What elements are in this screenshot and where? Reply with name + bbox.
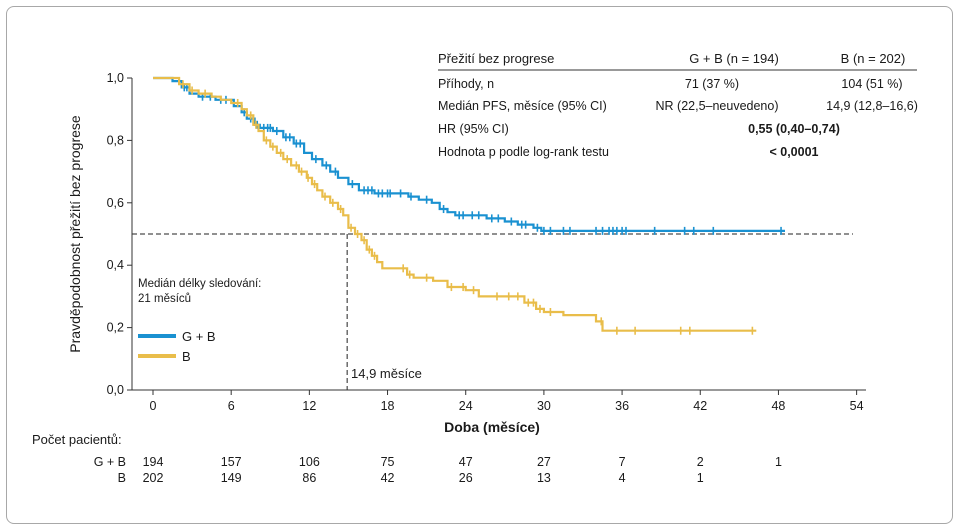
at-risk-value: 47 xyxy=(459,455,473,469)
at-risk-value: 75 xyxy=(381,455,395,469)
axes xyxy=(131,78,866,391)
at-risk-value: 194 xyxy=(143,455,164,469)
at-risk-value: 202 xyxy=(143,471,164,485)
stats-row-merged-value: 0,55 (0,40–0,74) xyxy=(748,122,840,136)
annotation-line-2: 21 měsíců xyxy=(138,293,191,305)
at-risk-value: 1 xyxy=(697,471,704,485)
stats-row-label: Hodnota p podle log-rank testu xyxy=(438,145,609,159)
at-risk-title: Počet pacientů: xyxy=(32,432,122,447)
curve-gb xyxy=(153,76,785,232)
stats-row-gb-value: 71 (37 %) xyxy=(685,77,739,91)
stats-row-label: Příhody, n xyxy=(438,77,494,91)
stats-row-label: Medián PFS, měsíce (95% CI) xyxy=(438,99,607,113)
stats-header-b: B (n = 202) xyxy=(841,51,906,66)
legend-label-gb: G + B xyxy=(182,329,216,344)
x-axis-label: Doba (měsíce) xyxy=(444,419,540,435)
y-tick-label: 0,0 xyxy=(107,383,124,397)
stats-row-b-value: 104 (51 %) xyxy=(841,77,902,91)
stats-row-label: HR (95% CI) xyxy=(438,122,509,136)
curve-b xyxy=(153,76,757,332)
at-risk-value: 1 xyxy=(775,455,782,469)
at-risk-value: 42 xyxy=(381,471,395,485)
y-axis-label: Pravděpodobnost přežití bez progrese xyxy=(67,115,83,353)
x-tick-label: 36 xyxy=(615,399,629,413)
at-risk-value: 86 xyxy=(302,471,316,485)
figure-frame xyxy=(6,6,953,524)
x-tick-label: 0 xyxy=(150,399,157,413)
stats-row-gb-value: NR (22,5–neuvedeno) xyxy=(656,99,779,113)
y-ticks: 0,0 0,2 0,4 0,6 0,8 1,0 xyxy=(107,71,132,397)
x-tick-label: 18 xyxy=(381,399,395,413)
stats-header-gb: G + B (n = 194) xyxy=(689,51,779,66)
x-ticks: 0 6 12 18 24 30 36 42 48 54 xyxy=(150,390,864,413)
y-tick-label: 0,4 xyxy=(107,258,124,272)
x-tick-label: 54 xyxy=(850,399,864,413)
median-label: 14,9 měsíce xyxy=(351,366,422,381)
at-risk-value: 157 xyxy=(221,455,242,469)
legend-label-b: B xyxy=(182,349,191,364)
at-risk-value: 7 xyxy=(619,455,626,469)
x-tick-label: 30 xyxy=(537,399,551,413)
y-tick-label: 0,8 xyxy=(107,133,124,147)
x-tick-label: 42 xyxy=(693,399,707,413)
at-risk-value: 106 xyxy=(299,455,320,469)
annotation-line-1: Medián délky sledování: xyxy=(138,278,261,290)
stats-row-merged-value: < 0,0001 xyxy=(769,145,818,159)
at-risk-value: 4 xyxy=(619,471,626,485)
at-risk-value: 26 xyxy=(459,471,473,485)
stats-row-b-value: 14,9 (12,8–16,6) xyxy=(826,99,918,113)
at-risk-value: 13 xyxy=(537,471,551,485)
y-tick-label: 0,2 xyxy=(107,321,124,335)
y-tick-label: 0,6 xyxy=(107,196,124,210)
legend: G + B B xyxy=(138,329,216,364)
at-risk-table: Počet pacientů: G + B B 194 157 106 75 47 27 7… xyxy=(32,432,782,485)
at-risk-value: 149 xyxy=(221,471,242,485)
stats-table: Přežití bez progrese G + B (n = 194) B (… xyxy=(438,51,918,159)
at-risk-values: 194 157 106 75 47 27 7 2 1 202 149 86 42 26 13 4 1 xyxy=(143,455,782,485)
x-tick-label: 24 xyxy=(459,399,473,413)
survival-curves xyxy=(153,76,785,335)
y-tick-label: 1,0 xyxy=(107,71,124,85)
at-risk-row-label-b: B xyxy=(118,471,126,485)
median-reference-lines xyxy=(132,233,853,390)
at-risk-value: 27 xyxy=(537,455,551,469)
at-risk-row-label-gb: G + B xyxy=(94,455,126,469)
x-tick-label: 6 xyxy=(228,399,235,413)
x-tick-label: 12 xyxy=(302,399,316,413)
x-tick-label: 48 xyxy=(771,399,785,413)
stats-header-title: Přežití bez progrese xyxy=(438,51,554,66)
follow-up-annotation: Medián délky sledování: 21 měsíců xyxy=(138,278,261,305)
at-risk-value: 2 xyxy=(697,455,704,469)
